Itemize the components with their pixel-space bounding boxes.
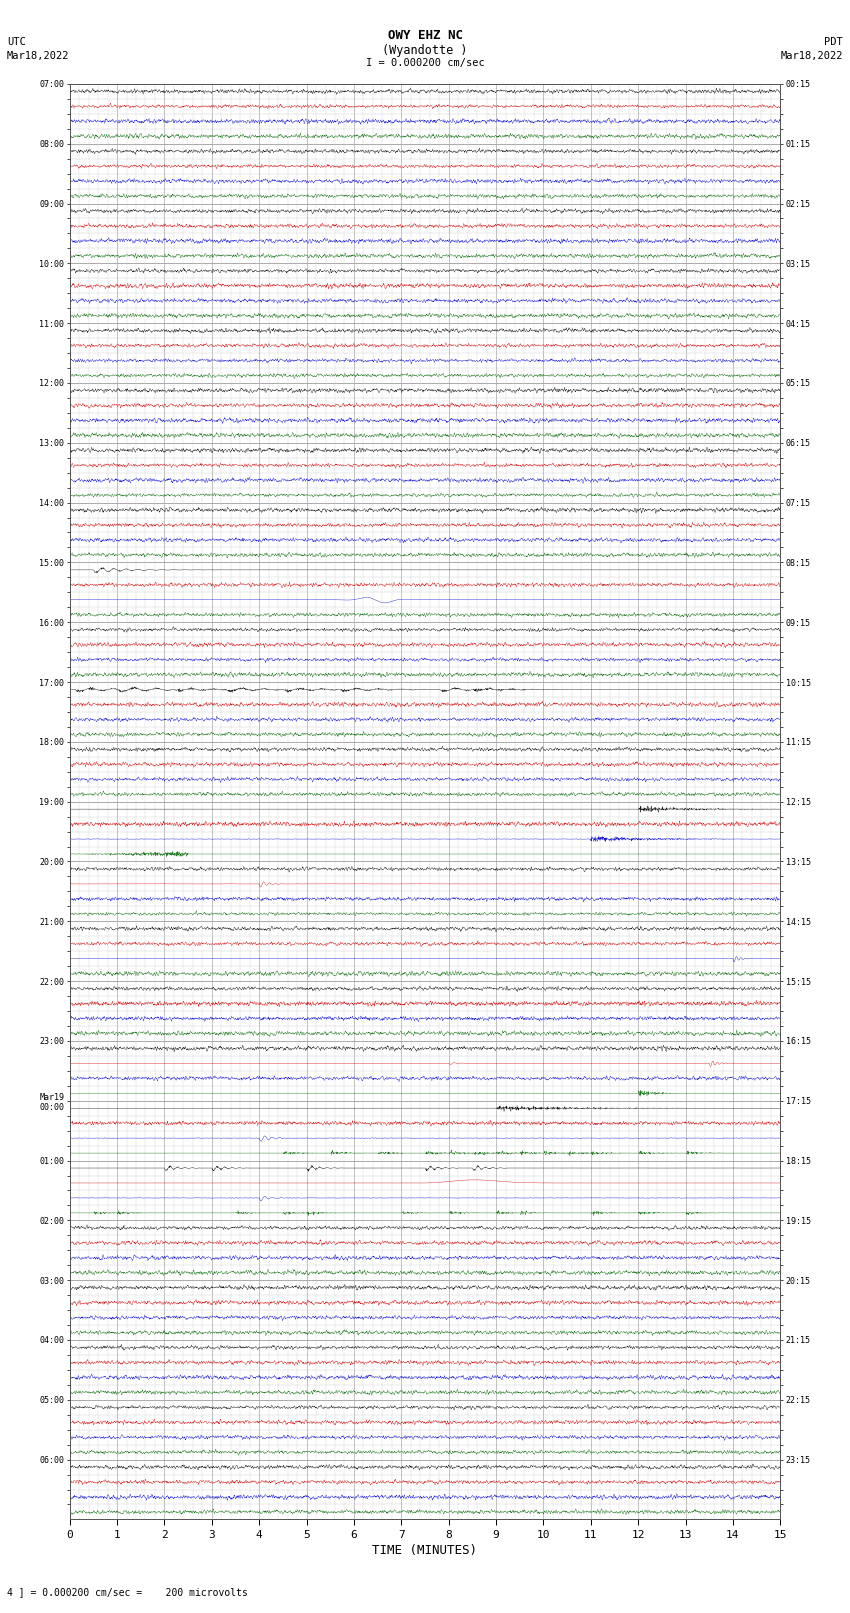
Text: I = 0.000200 cm/sec: I = 0.000200 cm/sec (366, 58, 484, 68)
Text: (Wyandotte ): (Wyandotte ) (382, 44, 468, 56)
Text: UTC
Mar18,2022: UTC Mar18,2022 (7, 37, 70, 61)
Text: OWY EHZ NC: OWY EHZ NC (388, 29, 462, 42)
X-axis label: TIME (MINUTES): TIME (MINUTES) (372, 1544, 478, 1557)
Text: 4 ] = 0.000200 cm/sec =    200 microvolts: 4 ] = 0.000200 cm/sec = 200 microvolts (7, 1587, 247, 1597)
Text: PDT
Mar18,2022: PDT Mar18,2022 (780, 37, 843, 61)
